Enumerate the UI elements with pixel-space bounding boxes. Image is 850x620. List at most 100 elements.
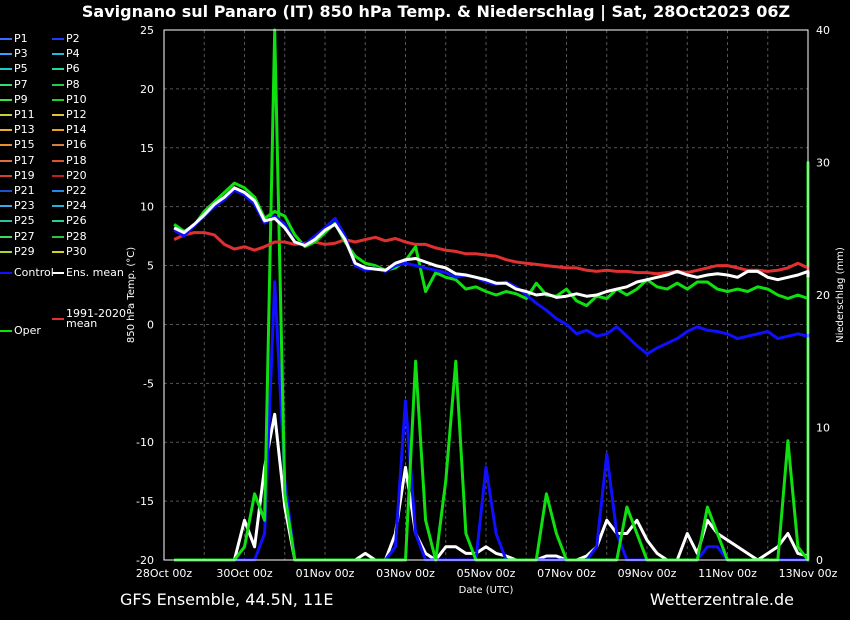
y-right-axis-label: Niederschlag (mm) — [835, 247, 846, 343]
legend-label: P16 — [66, 138, 87, 152]
legend-label: P17 — [14, 153, 35, 167]
precip-lines — [174, 28, 810, 562]
legend-item: P5 — [0, 62, 28, 76]
legend-item: P13 — [0, 123, 35, 137]
x-tick-label: 03Nov 00z — [376, 567, 435, 580]
legend-label: P12 — [66, 108, 87, 121]
temp-line — [173, 181, 810, 308]
legend-label: P8 — [66, 77, 80, 91]
legend-swatch — [52, 272, 64, 275]
legend-swatch — [0, 159, 12, 162]
legend-item: P20 — [52, 169, 87, 183]
legend-label: P3 — [14, 47, 28, 61]
legend-item: P22 — [52, 184, 87, 198]
legend-swatch — [0, 190, 12, 192]
y-tick-label: 20 — [140, 83, 154, 96]
grid — [164, 30, 808, 560]
legend-swatch — [52, 83, 64, 86]
x-tick-label: 01Nov 00z — [296, 567, 355, 580]
legend-item: P19 — [0, 169, 35, 183]
legend-item: P12 — [52, 108, 87, 122]
x-tick-label: 30Oct 00z — [216, 567, 273, 580]
legend-label: P2 — [66, 32, 80, 45]
legend-swatch — [0, 68, 12, 71]
legend-item: P23 — [0, 199, 35, 213]
x-tick-label: 28Oct 00z — [136, 567, 193, 580]
legend-swatch — [52, 317, 64, 320]
legend-label: P1 — [14, 32, 28, 45]
y-right-tick-label: 10 — [816, 422, 830, 435]
legend-swatch — [52, 144, 64, 147]
legend-swatch — [52, 68, 64, 71]
legend-item: P11 — [0, 108, 35, 122]
legend-label: P5 — [14, 62, 28, 76]
legend-swatch — [52, 205, 64, 208]
legend-swatch — [0, 329, 12, 332]
legend-label: P6 — [66, 62, 80, 76]
legend-label: P9 — [14, 92, 28, 106]
legend-item: Oper — [0, 324, 41, 338]
legend-label: P10 — [66, 92, 87, 106]
x-tick-label: 13Nov 00z — [779, 567, 838, 580]
y-tick-label: 15 — [140, 142, 154, 155]
legend-item: P14 — [52, 123, 87, 137]
precip-line — [174, 280, 808, 562]
y-right-tick-label: 0 — [816, 554, 823, 567]
temp-lines — [173, 181, 810, 356]
legend-swatch — [52, 98, 64, 101]
legend-item: P17 — [0, 154, 35, 168]
y-tick-label: -10 — [136, 436, 154, 449]
legend-swatch — [0, 144, 12, 147]
temp-line — [173, 231, 810, 276]
legend-swatch — [0, 220, 12, 223]
x-tick-label: 05Nov 00z — [457, 567, 516, 580]
legend-item: P18 — [52, 154, 87, 168]
legend-item: 1991-2020 mean — [52, 308, 136, 329]
legend-label: P27 — [14, 229, 35, 243]
legend-item: P24 — [52, 199, 87, 213]
legend-item: P15 — [0, 138, 35, 152]
legend-swatch — [52, 53, 64, 56]
y-tick-label: -15 — [136, 495, 154, 508]
plot-frame — [163, 29, 809, 561]
legend-swatch — [52, 129, 64, 132]
y-tick-label: -5 — [143, 377, 154, 390]
legend-label: P29 — [14, 244, 35, 258]
legend-item: P10 — [52, 93, 87, 107]
legend-swatch — [52, 190, 64, 192]
legend-item: P9 — [0, 93, 28, 107]
legend-item: P16 — [52, 138, 87, 152]
legend-swatch — [0, 83, 12, 86]
legend-label: P7 — [14, 77, 28, 91]
legend-label: P21 — [14, 184, 35, 197]
legend-label: 1991-2020 mean — [66, 306, 126, 330]
legend-item: P30 — [52, 245, 87, 259]
legend-item: P29 — [0, 245, 35, 259]
legend-swatch — [52, 159, 64, 162]
legend-label: Ens. mean — [66, 266, 124, 280]
legend-item: P7 — [0, 78, 28, 92]
legend-swatch — [0, 98, 12, 101]
legend-label: P28 — [66, 229, 87, 243]
x-axis-label: Date (UTC) — [459, 585, 514, 596]
legend-item: P27 — [0, 230, 35, 244]
legend-swatch — [0, 38, 12, 40]
legend-swatch — [0, 272, 12, 275]
legend-swatch — [0, 235, 12, 238]
precip-line — [174, 28, 810, 562]
legend-swatch — [0, 174, 12, 177]
legend-item: P4 — [52, 47, 80, 61]
legend-label: P4 — [66, 47, 80, 61]
chart-title: Savignano sul Panaro (IT) 850 hPa Temp. … — [81, 2, 791, 21]
legend-label: P14 — [66, 123, 87, 137]
legend-swatch — [52, 114, 64, 116]
legend-item: P1 — [0, 32, 28, 46]
legend-swatch — [52, 235, 64, 238]
legend-item: P28 — [52, 230, 87, 244]
legend-swatch — [52, 250, 64, 253]
legend-item: P6 — [52, 62, 80, 76]
y-tick-label: 5 — [147, 260, 154, 273]
legend-label: P18 — [66, 153, 87, 167]
legend-label: P22 — [66, 184, 87, 197]
